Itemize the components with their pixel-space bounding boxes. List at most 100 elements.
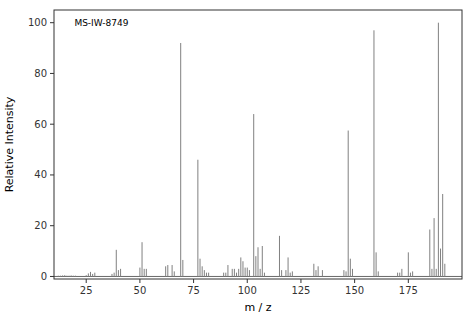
y-tick-label: 80 xyxy=(34,68,47,79)
peak xyxy=(62,275,63,276)
peak xyxy=(313,264,314,277)
peak xyxy=(292,271,293,276)
peak xyxy=(200,259,201,277)
peak xyxy=(429,230,430,277)
peak xyxy=(245,268,246,277)
peak xyxy=(64,275,65,276)
peak xyxy=(182,260,183,276)
peak xyxy=(290,273,291,277)
peak xyxy=(285,270,286,276)
peak xyxy=(255,256,256,276)
y-axis-label: Relative Intensity xyxy=(3,96,16,192)
y-tick xyxy=(50,276,54,277)
peak xyxy=(66,275,67,277)
peak xyxy=(114,273,115,277)
peak xyxy=(343,270,344,276)
x-tick xyxy=(139,279,140,283)
peak xyxy=(208,273,209,277)
peak xyxy=(264,273,265,277)
peak xyxy=(242,261,243,276)
peak xyxy=(262,246,263,276)
peak xyxy=(436,269,437,277)
x-tick-label: 75 xyxy=(187,285,200,296)
x-tick xyxy=(86,279,87,283)
peak xyxy=(144,269,145,277)
peak xyxy=(352,269,353,277)
x-tick xyxy=(247,279,248,283)
x-axis-label: m / z xyxy=(244,301,271,314)
peak xyxy=(438,23,439,277)
peak xyxy=(204,270,205,276)
peak xyxy=(249,270,250,276)
peak xyxy=(88,273,89,276)
peak xyxy=(318,266,319,276)
peak xyxy=(139,268,140,277)
peak xyxy=(247,268,248,277)
peak xyxy=(397,273,398,277)
peak xyxy=(232,269,233,277)
peak xyxy=(315,270,316,276)
peak xyxy=(197,160,198,277)
peak xyxy=(376,252,377,276)
peak xyxy=(75,275,76,277)
peak xyxy=(167,265,168,276)
y-tick xyxy=(50,22,54,23)
peak xyxy=(440,249,441,277)
peak xyxy=(258,247,259,276)
x-tick-label: 150 xyxy=(345,285,364,296)
peak xyxy=(279,236,280,277)
x-tick-label: 25 xyxy=(80,285,93,296)
y-tick xyxy=(50,124,54,125)
x-tick-label: 50 xyxy=(134,285,147,296)
peak xyxy=(69,275,70,277)
peak xyxy=(118,270,119,276)
peak xyxy=(348,131,349,277)
peak xyxy=(236,273,237,277)
peak xyxy=(206,273,207,277)
peak xyxy=(431,269,432,277)
peak xyxy=(142,242,143,276)
x-tick-label: 125 xyxy=(291,285,310,296)
x-tick-label: 175 xyxy=(399,285,418,296)
peak xyxy=(180,43,181,276)
peak xyxy=(281,270,282,276)
peak xyxy=(373,30,374,276)
peak xyxy=(202,266,203,276)
y-tick xyxy=(50,225,54,226)
peak xyxy=(412,271,413,276)
peak xyxy=(58,275,59,277)
x-tick xyxy=(193,279,194,283)
peak xyxy=(288,257,289,276)
peak xyxy=(111,274,112,277)
y-tick-label: 60 xyxy=(34,119,47,130)
y-tick xyxy=(50,174,54,175)
x-tick-label: 100 xyxy=(238,285,257,296)
peak xyxy=(73,275,74,277)
peak xyxy=(71,275,72,276)
peak xyxy=(238,269,239,277)
peak xyxy=(410,273,411,277)
peak xyxy=(116,250,117,277)
peak xyxy=(172,265,173,276)
peak xyxy=(86,275,87,276)
y-tick-label: 40 xyxy=(34,169,47,180)
peak xyxy=(253,114,254,276)
peak xyxy=(346,271,347,276)
y-tick-label: 20 xyxy=(34,220,47,231)
peak xyxy=(234,269,235,277)
x-tick xyxy=(408,279,409,283)
peak xyxy=(434,218,435,276)
peak xyxy=(223,273,224,277)
y-tick xyxy=(50,73,54,74)
peak xyxy=(60,275,61,277)
plot-frame xyxy=(54,10,462,279)
peak xyxy=(401,269,402,277)
peak xyxy=(225,273,226,277)
peak xyxy=(174,271,175,276)
y-tick-label: 0 xyxy=(41,271,47,282)
annotation: MS-IW-8749 xyxy=(74,18,128,28)
peak xyxy=(399,273,400,277)
peak xyxy=(378,271,379,276)
peak xyxy=(350,259,351,277)
peak xyxy=(444,264,445,277)
